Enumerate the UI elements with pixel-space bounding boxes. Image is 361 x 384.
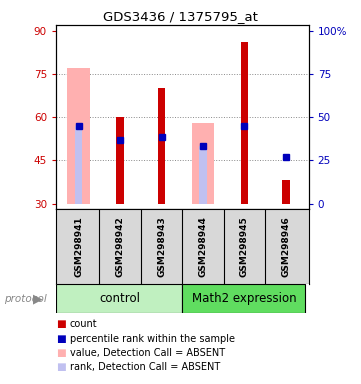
Text: ■: ■ bbox=[56, 362, 66, 372]
Text: GSM298942: GSM298942 bbox=[116, 216, 125, 277]
Bar bbox=[182, 284, 305, 313]
Text: GDS3436 / 1375795_at: GDS3436 / 1375795_at bbox=[103, 10, 258, 23]
Bar bbox=[68, 68, 90, 204]
Bar bbox=[199, 146, 207, 204]
Text: Math2 expression: Math2 expression bbox=[192, 292, 297, 305]
Text: percentile rank within the sample: percentile rank within the sample bbox=[70, 334, 235, 344]
Bar bbox=[75, 126, 82, 204]
Bar bbox=[192, 123, 214, 204]
Text: ▶: ▶ bbox=[33, 292, 43, 305]
Text: value, Detection Call = ABSENT: value, Detection Call = ABSENT bbox=[70, 348, 225, 358]
Bar bbox=[282, 180, 290, 204]
Bar bbox=[56, 284, 182, 313]
Text: GSM298941: GSM298941 bbox=[74, 216, 83, 277]
Text: ■: ■ bbox=[56, 348, 66, 358]
Text: control: control bbox=[100, 292, 141, 305]
Text: ■: ■ bbox=[56, 319, 66, 329]
Text: GSM298946: GSM298946 bbox=[281, 216, 290, 277]
Text: GSM298943: GSM298943 bbox=[157, 216, 166, 277]
Bar bbox=[117, 117, 124, 204]
Bar bbox=[241, 42, 248, 204]
Text: ■: ■ bbox=[56, 334, 66, 344]
Bar bbox=[158, 88, 165, 204]
Text: rank, Detection Call = ABSENT: rank, Detection Call = ABSENT bbox=[70, 362, 220, 372]
Text: GSM298945: GSM298945 bbox=[240, 216, 249, 277]
Text: GSM298944: GSM298944 bbox=[199, 216, 208, 277]
Text: count: count bbox=[70, 319, 97, 329]
Text: protocol: protocol bbox=[4, 293, 46, 304]
